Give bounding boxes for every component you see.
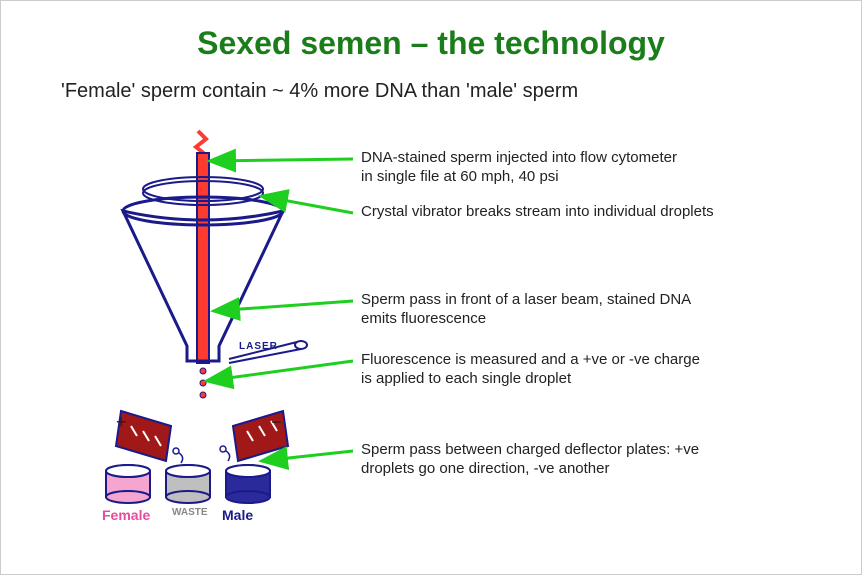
- droplet-icon: [200, 392, 206, 398]
- flow-tube: [197, 153, 209, 363]
- annotation-text-1: Crystal vibrator breaks stream into indi…: [361, 203, 714, 222]
- diagram-canvas: [1, 1, 862, 576]
- container-label-female: Female: [102, 507, 150, 523]
- plate-plus-label: +: [116, 411, 127, 434]
- annotation-text-4: Sperm pass between charged deflector pla…: [361, 441, 699, 479]
- container-waste: [166, 465, 210, 503]
- injector-bolt-icon: [196, 131, 206, 155]
- annotation-arrow-0: [209, 159, 353, 161]
- laser-label: LASER: [239, 341, 278, 354]
- container-male: [226, 465, 270, 503]
- container-label-male: Male: [222, 507, 253, 523]
- annotation-text-2: Sperm pass in front of a laser beam, sta…: [361, 291, 691, 329]
- plate-minus-label: −: [271, 411, 282, 434]
- sperm-left-icon: [173, 448, 183, 463]
- container-female: [106, 465, 150, 503]
- annotation-arrow-4: [261, 451, 353, 461]
- droplet-icon: [200, 380, 206, 386]
- annotation-arrow-3: [206, 361, 353, 381]
- container-label-waste: WASTE: [172, 507, 208, 518]
- annotation-text-3: Fluorescence is measured and a +ve or -v…: [361, 351, 700, 389]
- annotation-arrow-2: [213, 301, 353, 311]
- droplet-icon: [200, 368, 206, 374]
- sperm-right-icon: [220, 446, 230, 461]
- annotation-text-0: DNA-stained sperm injected into flow cyt…: [361, 149, 677, 187]
